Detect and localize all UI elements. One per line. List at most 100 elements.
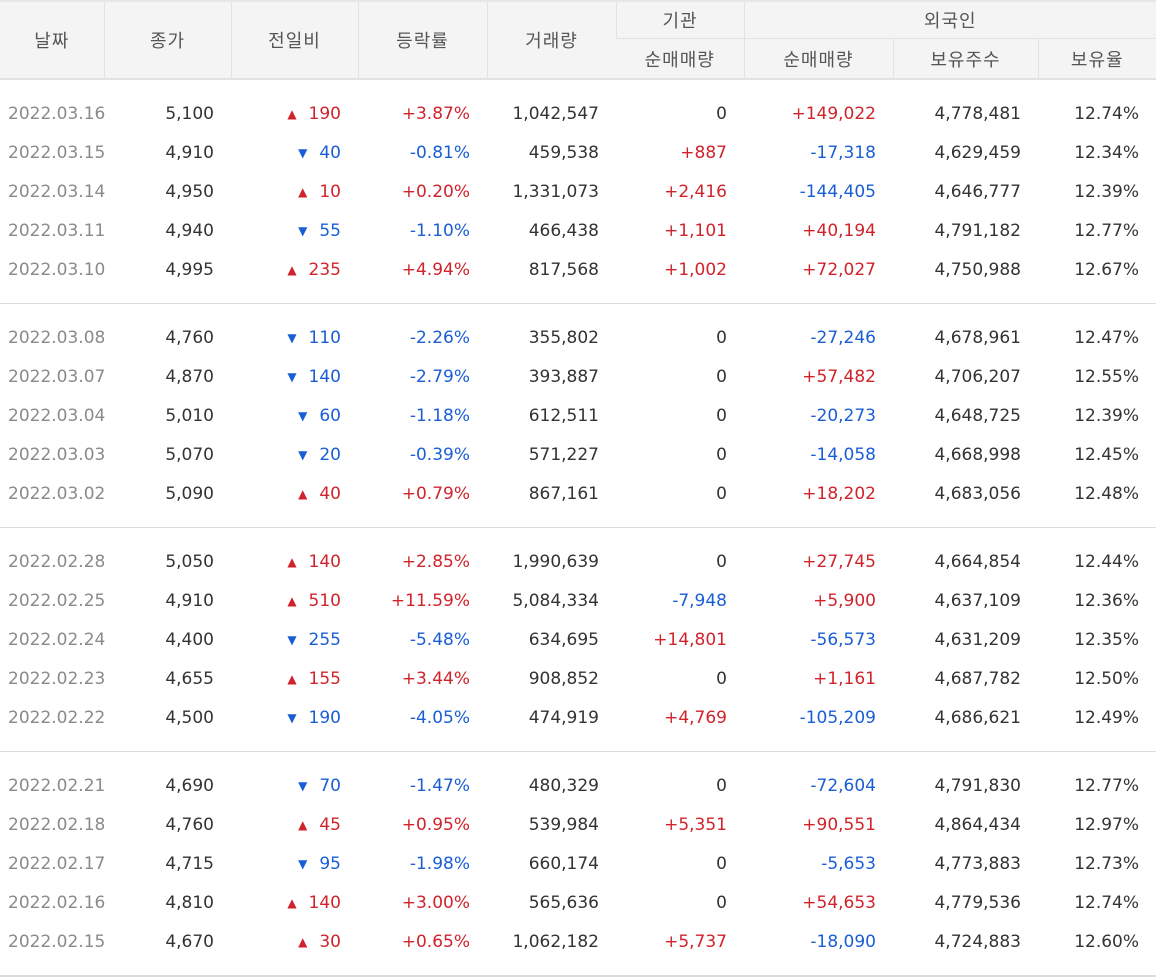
triangle-up-icon: ▲ bbox=[287, 593, 297, 608]
cell-foreign-net: +57,482 bbox=[802, 366, 876, 387]
triangle-up-icon: ▲ bbox=[298, 184, 308, 199]
diff-value: 20 bbox=[319, 444, 341, 465]
cell-close: 4,715 bbox=[165, 853, 214, 874]
cell-foreign-net: -105,209 bbox=[799, 707, 876, 728]
cell-volume: 565,636 bbox=[528, 892, 599, 913]
cell-rate: +0.95% bbox=[401, 814, 470, 835]
cell-foreign-net: -20,273 bbox=[810, 405, 876, 426]
cell-foreign-ratio: 12.49% bbox=[1074, 707, 1140, 728]
cell-volume: 393,887 bbox=[528, 366, 599, 387]
table-row: 2022.02.21 4,690 ▼ 70 -1.47% 480,329 0 -72,604 4… bbox=[0, 766, 1156, 805]
table-row: 2022.02.28 5,050 ▲ 140 +2.85% 1,990,639 0 +27,7… bbox=[0, 542, 1156, 581]
diff-value: 55 bbox=[319, 220, 341, 241]
cell-foreign-net: +90,551 bbox=[802, 814, 876, 835]
diff-value: 140 bbox=[308, 892, 341, 913]
cell-inst-net: 0 bbox=[716, 366, 727, 387]
diff-value: 190 bbox=[308, 103, 341, 124]
triangle-down-icon: ▼ bbox=[298, 408, 308, 423]
cell-diff: ▲ 155 bbox=[231, 659, 358, 698]
triangle-up-icon: ▲ bbox=[298, 934, 308, 949]
cell-diff: ▲ 140 bbox=[231, 542, 358, 581]
header-foreign-net: 순매매량 bbox=[743, 38, 893, 80]
cell-volume: 5,084,334 bbox=[512, 590, 599, 611]
cell-diff: ▼ 190 bbox=[231, 698, 358, 737]
cell-foreign-net: -18,090 bbox=[810, 931, 876, 952]
cell-inst-net: 0 bbox=[716, 444, 727, 465]
divider-cell bbox=[0, 289, 1156, 304]
triangle-up-icon: ▲ bbox=[287, 895, 297, 910]
cell-rate: -5.48% bbox=[409, 629, 470, 650]
cell-close: 5,050 bbox=[165, 551, 214, 572]
table-row: 2022.02.22 4,500 ▼ 190 -4.05% 474,919 +4,769 -1… bbox=[0, 698, 1156, 737]
cell-rate: +3.00% bbox=[401, 892, 470, 913]
diff-value: 140 bbox=[308, 366, 341, 387]
spacer-cell bbox=[0, 752, 1156, 767]
cell-close: 4,995 bbox=[165, 259, 214, 280]
cell-foreign-hold: 4,648,725 bbox=[934, 405, 1021, 426]
cell-rate: +11.59% bbox=[390, 590, 470, 611]
cell-rate: +3.87% bbox=[401, 103, 470, 124]
group-spacer bbox=[0, 79, 1156, 94]
cell-foreign-ratio: 12.39% bbox=[1074, 405, 1140, 426]
cell-close: 4,670 bbox=[165, 931, 214, 952]
cell-inst-net: +14,801 bbox=[653, 629, 727, 650]
table-row: 2022.02.24 4,400 ▼ 255 -5.48% 634,695 +14,801 -… bbox=[0, 620, 1156, 659]
cell-diff: ▲ 45 bbox=[231, 805, 358, 844]
cell-foreign-ratio: 12.74% bbox=[1074, 103, 1140, 124]
cell-foreign-ratio: 12.48% bbox=[1074, 483, 1140, 504]
group-divider bbox=[0, 513, 1156, 528]
triangle-down-icon: ▼ bbox=[287, 710, 297, 725]
triangle-down-icon: ▼ bbox=[298, 778, 308, 793]
cell-volume: 474,919 bbox=[528, 707, 599, 728]
header-inst-net: 순매매량 bbox=[616, 38, 744, 80]
cell-rate: +0.65% bbox=[401, 931, 470, 952]
cell-diff: ▼ 20 bbox=[231, 435, 358, 474]
cell-foreign-ratio: 12.44% bbox=[1074, 551, 1140, 572]
header-date: 날짜 bbox=[0, 0, 104, 80]
cell-inst-net: 0 bbox=[716, 853, 727, 874]
table-row: 2022.03.15 4,910 ▼ 40 -0.81% 459,538 +887 -17,3… bbox=[0, 133, 1156, 172]
cell-rate: -2.26% bbox=[409, 327, 470, 348]
triangle-down-icon: ▼ bbox=[298, 447, 308, 462]
cell-rate: -1.18% bbox=[409, 405, 470, 426]
cell-foreign-hold: 4,778,481 bbox=[934, 103, 1021, 124]
group-spacer bbox=[0, 752, 1156, 767]
table-row: 2022.02.15 4,670 ▲ 30 +0.65% 1,062,182 +5,737 -… bbox=[0, 922, 1156, 961]
cell-diff: ▲ 10 bbox=[231, 172, 358, 211]
cell-foreign-net: -144,405 bbox=[799, 181, 876, 202]
cell-date: 2022.02.18 bbox=[8, 814, 106, 835]
triangle-down-icon: ▼ bbox=[287, 330, 297, 345]
cell-foreign-net: -27,246 bbox=[810, 327, 876, 348]
cell-foreign-ratio: 12.67% bbox=[1074, 259, 1140, 280]
table-row: 2022.03.03 5,070 ▼ 20 -0.39% 571,227 0 -14,058 4… bbox=[0, 435, 1156, 474]
table-row: 2022.03.02 5,090 ▲ 40 +0.79% 867,161 0 +18,202 4… bbox=[0, 474, 1156, 513]
cell-volume: 908,852 bbox=[528, 668, 599, 689]
cell-date: 2022.02.24 bbox=[8, 629, 106, 650]
diff-value: 190 bbox=[308, 707, 341, 728]
diff-value: 510 bbox=[308, 590, 341, 611]
cell-foreign-ratio: 12.47% bbox=[1074, 327, 1140, 348]
cell-inst-net: +2,416 bbox=[664, 181, 727, 202]
diff-value: 40 bbox=[319, 483, 341, 504]
cell-foreign-net: +1,161 bbox=[813, 668, 876, 689]
cell-diff: ▼ 140 bbox=[231, 357, 358, 396]
cell-date: 2022.03.16 bbox=[8, 103, 106, 124]
cell-volume: 571,227 bbox=[528, 444, 599, 465]
cell-diff: ▲ 140 bbox=[231, 883, 358, 922]
group-divider bbox=[0, 737, 1156, 752]
diff-value: 155 bbox=[308, 668, 341, 689]
diff-value: 10 bbox=[319, 181, 341, 202]
cell-rate: -1.47% bbox=[409, 775, 470, 796]
cell-foreign-hold: 4,629,459 bbox=[934, 142, 1021, 163]
triangle-up-icon: ▲ bbox=[287, 106, 297, 121]
cell-close: 5,070 bbox=[165, 444, 214, 465]
cell-close: 4,690 bbox=[165, 775, 214, 796]
cell-foreign-net: -72,604 bbox=[810, 775, 876, 796]
cell-date: 2022.02.22 bbox=[8, 707, 106, 728]
cell-volume: 1,331,073 bbox=[512, 181, 599, 202]
cell-foreign-ratio: 12.55% bbox=[1074, 366, 1140, 387]
cell-foreign-net: +72,027 bbox=[802, 259, 876, 280]
cell-date: 2022.03.10 bbox=[8, 259, 106, 280]
diff-value: 60 bbox=[319, 405, 341, 426]
